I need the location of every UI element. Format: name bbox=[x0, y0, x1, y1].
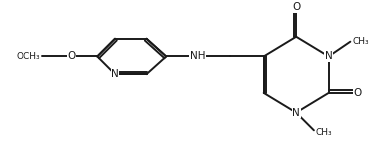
Text: N: N bbox=[325, 51, 333, 61]
Text: NH: NH bbox=[190, 51, 205, 61]
Text: O: O bbox=[292, 2, 300, 12]
Text: O: O bbox=[353, 88, 362, 98]
Text: N: N bbox=[111, 69, 119, 79]
Text: CH₃: CH₃ bbox=[316, 128, 333, 137]
Text: CH₃: CH₃ bbox=[352, 37, 369, 46]
Text: O: O bbox=[68, 51, 76, 61]
Text: OCH₃: OCH₃ bbox=[16, 52, 40, 61]
Text: N: N bbox=[292, 108, 300, 118]
